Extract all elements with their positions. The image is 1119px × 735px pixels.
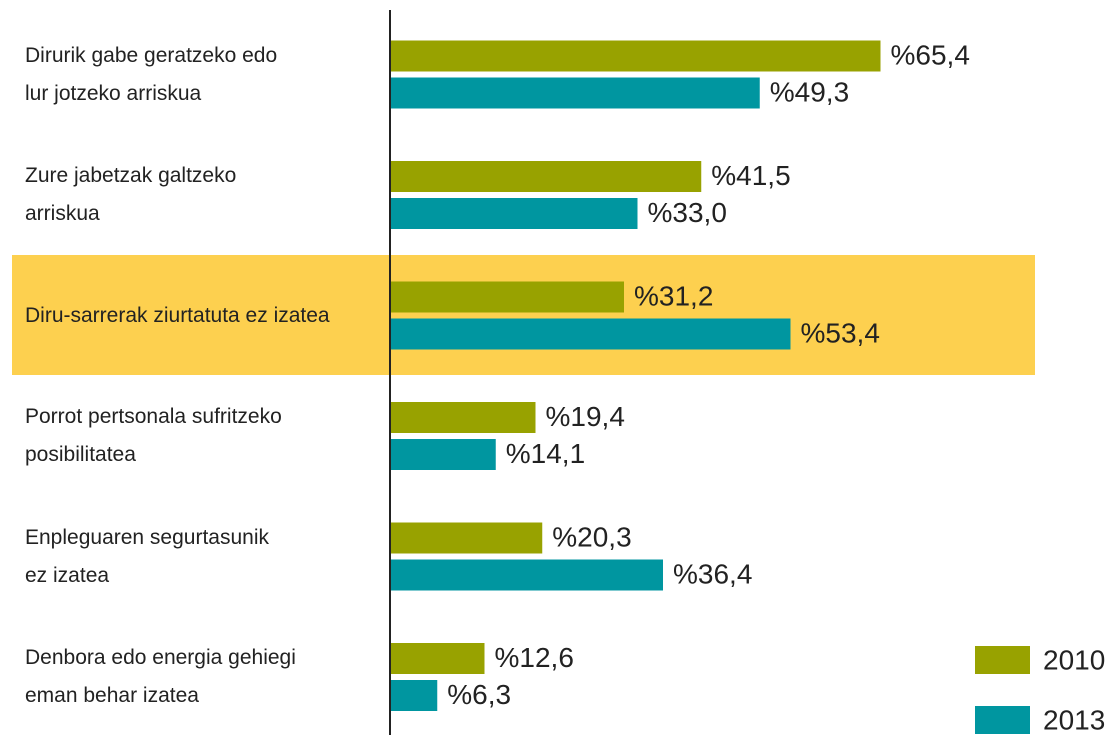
bar [390, 402, 536, 433]
value-label: %41,5 [711, 160, 790, 191]
bar [390, 77, 760, 109]
category-label: Zure jabetzak galtzeko arriskua [25, 164, 237, 225]
category-label: Porrot pertsonala sufritzeko posibilitat… [25, 405, 282, 466]
legend-label: 2013 [1043, 704, 1105, 735]
value-label: %53,4 [801, 317, 880, 348]
highlight-band [12, 255, 1035, 375]
legend-label: 2010 [1043, 644, 1105, 675]
bar [390, 559, 663, 591]
bar [390, 40, 881, 72]
bar [390, 439, 496, 470]
bar [390, 680, 438, 711]
bar [390, 643, 485, 674]
category-label: Diru-sarrerak ziurtatuta ez izatea [25, 303, 330, 327]
value-label: %49,3 [770, 76, 849, 107]
bar [390, 522, 543, 554]
value-label: %36,4 [673, 558, 752, 589]
category-label: Denbora edo energia gehiegi eman behar i… [25, 646, 296, 707]
value-label: %19,4 [546, 401, 625, 432]
category-label: Dirurik gabe geratzeko edo lur jotzeko a… [25, 43, 278, 105]
value-label: %31,2 [634, 280, 713, 311]
value-label: %65,4 [891, 39, 970, 70]
value-label: %6,3 [447, 679, 511, 710]
bar [390, 318, 791, 350]
value-label: %14,1 [506, 438, 585, 469]
bar [390, 161, 702, 192]
value-label: %20,3 [552, 521, 631, 552]
bar [390, 281, 624, 313]
value-label: %33,0 [648, 197, 727, 228]
value-label: %12,6 [495, 642, 574, 673]
category-label: Enpleguaren segurtasunik ez izatea [25, 525, 270, 587]
legend-swatch [975, 706, 1030, 734]
bar [390, 198, 638, 229]
legend-swatch [975, 646, 1030, 674]
